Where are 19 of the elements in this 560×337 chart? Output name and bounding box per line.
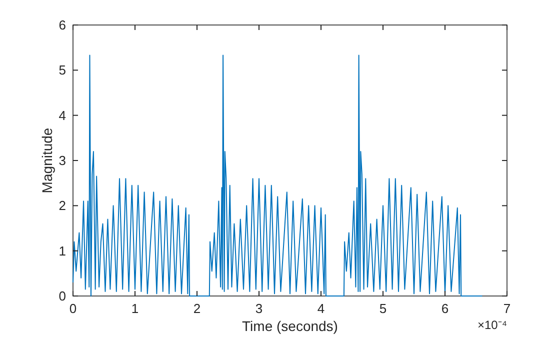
x-tick-label: 5: [379, 301, 387, 316]
y-tick-label: 6: [58, 18, 66, 32]
y-tick-label: 5: [58, 62, 66, 78]
y-tick-label: 4: [58, 108, 66, 123]
y-axis-title: Magnitude: [39, 128, 55, 194]
x-tick-label: 1: [131, 301, 139, 316]
x-tick-label: 0: [69, 301, 77, 316]
x-tick-label: 4: [317, 301, 325, 316]
y-tick-label: 2: [58, 198, 66, 214]
text: ×10⁻⁴: [477, 318, 507, 332]
line-series: [72, 54, 483, 296]
x-tick-label: 7: [503, 301, 511, 316]
x-tick-label: 6: [441, 301, 449, 316]
y-tick-label: 0: [58, 288, 66, 304]
x-tick-label: 2: [193, 301, 201, 316]
x-axis-title: Time (seconds): [242, 318, 338, 334]
y-tick-label: 3: [58, 153, 66, 168]
y-tick-label: 1: [58, 243, 66, 258]
x-tick-label: 3: [255, 301, 263, 316]
